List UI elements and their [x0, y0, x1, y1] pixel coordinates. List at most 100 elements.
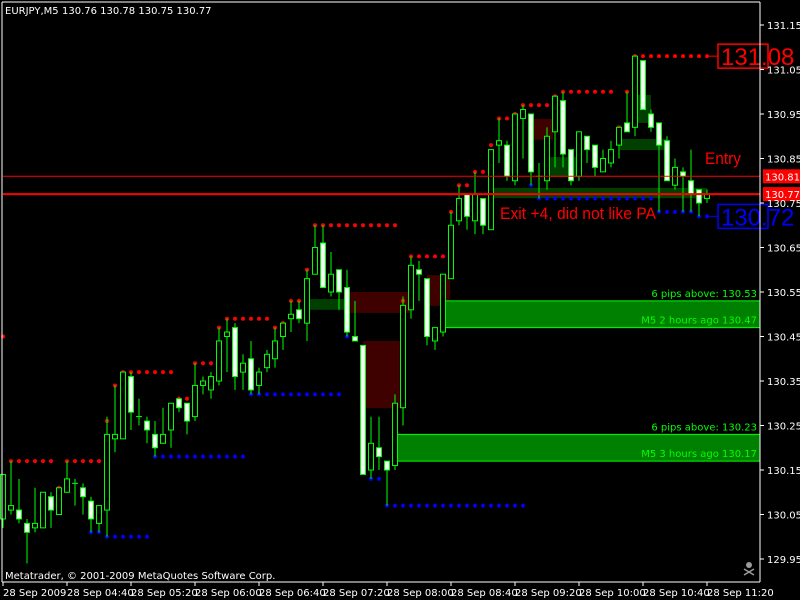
bear-candle-body: [296, 309, 302, 320]
support-dot: [473, 503, 477, 508]
support-dot: [561, 196, 565, 201]
support-dot: [273, 392, 277, 397]
candle: [664, 136, 670, 182]
zone-green: [397, 434, 760, 462]
candle: [632, 55, 638, 137]
exit-annotation[interactable]: Exit +4, did not like PA: [500, 204, 657, 223]
candle: [280, 322, 286, 350]
candle: [136, 398, 142, 426]
resistance-dot: [577, 89, 581, 94]
bull-candle-body: [432, 327, 438, 342]
candle: [48, 492, 54, 528]
candle: [552, 95, 558, 168]
resistance-dot: [233, 316, 237, 321]
candle: [144, 416, 150, 444]
bull-candle-body: [56, 487, 62, 515]
x-tick-label: 28 Sep 04:40: [67, 588, 134, 599]
y-tick-label: 130.85: [767, 155, 800, 166]
x-tick-label: 28 Sep 08:00: [387, 588, 454, 599]
bear-candle-body: [696, 189, 702, 204]
support-dot: [281, 392, 285, 397]
resistance-dot: [481, 169, 485, 174]
resistance-dot: [673, 54, 677, 59]
support-dot: [585, 196, 589, 201]
support-dot: [121, 534, 125, 539]
resistance-dot: [593, 89, 597, 94]
candle: [584, 135, 590, 163]
candle: [392, 394, 398, 470]
zone-dark-red: [363, 340, 400, 409]
candle: [640, 60, 646, 111]
candle: [480, 198, 486, 235]
bull-candle-body: [120, 371, 126, 440]
bear-candle-body: [584, 135, 590, 151]
resistance-dot: [185, 396, 189, 401]
bear-candle-body: [656, 122, 662, 146]
price-tag-box: [763, 169, 800, 184]
bull-candle-body: [312, 247, 318, 275]
bear-candle-body: [680, 171, 686, 177]
resistance-dot: [249, 316, 253, 321]
entry-annotation[interactable]: Entry: [705, 149, 741, 168]
resistance-dot: [425, 254, 429, 259]
y-tick-label: 130.25: [767, 422, 800, 433]
bull-candle-body: [64, 478, 70, 493]
zone-dark-green: [493, 187, 707, 199]
resistance-price-label: 131.08: [721, 44, 794, 71]
y-tick-label: 130.05: [767, 511, 800, 522]
candle: [336, 269, 342, 310]
support-dot: [161, 454, 165, 459]
resistance-dot: [641, 54, 645, 59]
candle: [600, 149, 606, 173]
candle: [296, 300, 302, 324]
price-tag-130.81: 130.81: [765, 172, 800, 183]
candle: [96, 505, 102, 533]
resistance-dot: [537, 103, 541, 108]
bull-candle-body: [272, 340, 278, 360]
candle: [256, 367, 262, 395]
x-tick-label: 28 Sep 09:20: [515, 588, 582, 599]
candle: [248, 340, 254, 395]
support-dot: [489, 503, 493, 508]
support-dot: [225, 454, 229, 459]
bear-candle-body: [48, 496, 54, 511]
price-lines-layer: 130.81 130.77: [3, 169, 800, 202]
x-tick-label: 28 Sep 06:40: [259, 588, 326, 599]
candle: [120, 371, 126, 440]
bull-candle-body: [488, 149, 494, 231]
resistance-dot: [169, 370, 173, 375]
y-tick-label: 130.35: [767, 377, 800, 388]
zones-layer: 6 pips above: 130.23 M5 3 hours ago 130.1…: [309, 94, 760, 462]
bear-candle-body: [128, 376, 134, 413]
candle: [432, 327, 438, 350]
bear-candle-body: [592, 144, 598, 168]
bear-candle-body: [648, 113, 654, 128]
bull-candle-body: [552, 95, 558, 133]
candle: [24, 518, 30, 564]
candle: [288, 300, 294, 333]
bull-candle-body: [448, 224, 454, 280]
bear-candle-body: [24, 522, 30, 533]
y-tick-label: 129.95: [767, 555, 800, 566]
candle: [304, 269, 310, 341]
bull-candle-body: [440, 273, 446, 333]
candle: [528, 113, 534, 186]
bear-candle-body: [568, 149, 574, 182]
support-dot: [457, 503, 461, 508]
support-dot: [425, 503, 429, 508]
resistance-dot: [385, 223, 389, 228]
symbol-label: EURJPY,M5: [5, 6, 59, 17]
bull-candle-body: [32, 522, 38, 529]
resistance-dot: [681, 54, 685, 59]
bull-candle-body: [368, 442, 374, 471]
support-dot: [377, 476, 381, 481]
candle: [400, 296, 406, 426]
candle: [312, 225, 318, 275]
candle: [648, 109, 654, 132]
resistance-dot: [585, 89, 589, 94]
candle: [408, 256, 414, 319]
price-tag-130.77: 130.77: [765, 190, 800, 201]
